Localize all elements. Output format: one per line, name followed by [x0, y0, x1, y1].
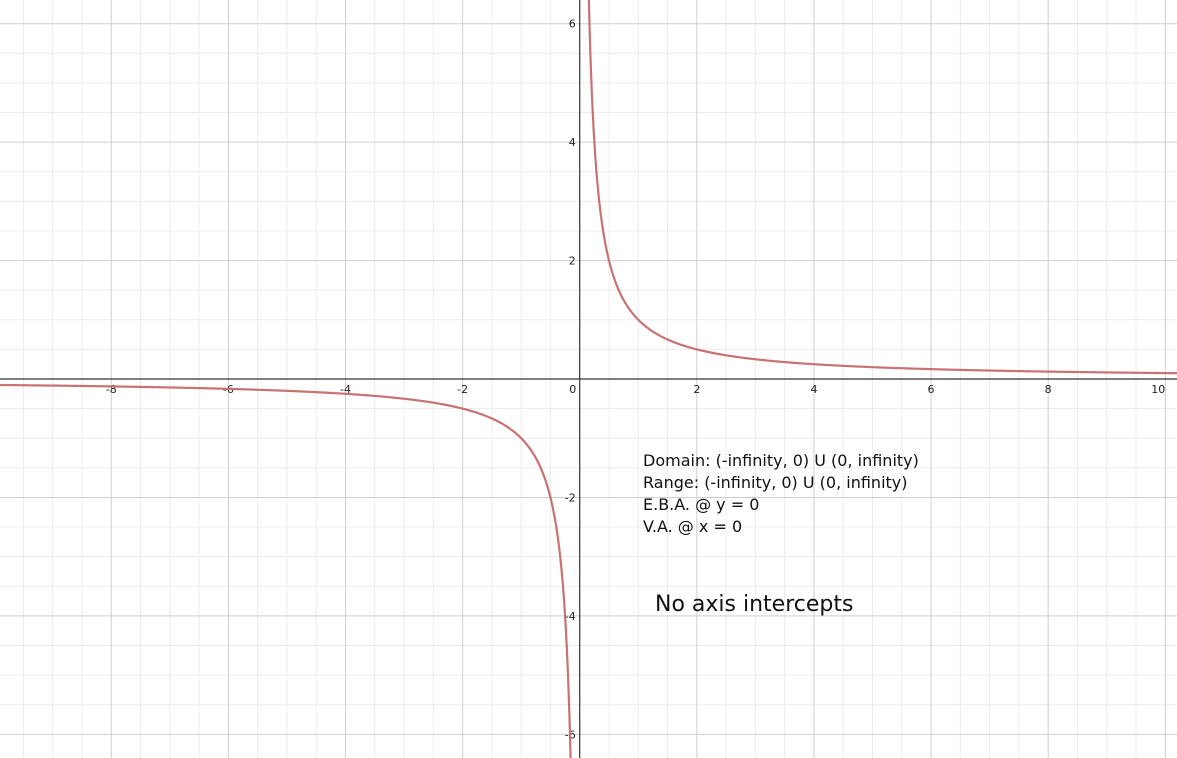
- y-tick-label: -4: [565, 610, 576, 623]
- va-annotation: V.A. @ x = 0: [643, 517, 743, 536]
- x-tick-label: 8: [1045, 383, 1052, 396]
- curve-positive-branch: [587, 0, 1177, 375]
- y-tick-label: 4: [569, 136, 576, 149]
- x-tick-label: 2: [693, 383, 700, 396]
- domain-annotation: Domain: (-infinity, 0) U (0, infinity): [643, 451, 919, 470]
- y-tick-label: 2: [569, 255, 576, 268]
- y-tick-label: -2: [565, 491, 576, 504]
- curve-negative-branch: [0, 383, 572, 758]
- y-tick-label: 6: [569, 18, 576, 31]
- x-tick-label: -4: [340, 383, 351, 396]
- x-tick-label: 0: [569, 383, 576, 396]
- x-tick-label: 4: [810, 383, 817, 396]
- eba-annotation: E.B.A. @ y = 0: [643, 495, 760, 514]
- x-tick-label: 6: [928, 383, 935, 396]
- x-tick-label: -2: [457, 383, 468, 396]
- function-properties: Domain: (-infinity, 0) U (0, infinity) R…: [643, 450, 919, 538]
- range-annotation: Range: (-infinity, 0) U (0, infinity): [643, 473, 908, 492]
- x-tick-label: -8: [106, 383, 117, 396]
- intercepts-annotation: No axis intercepts: [655, 592, 854, 617]
- x-tick-label: 10: [1151, 383, 1165, 396]
